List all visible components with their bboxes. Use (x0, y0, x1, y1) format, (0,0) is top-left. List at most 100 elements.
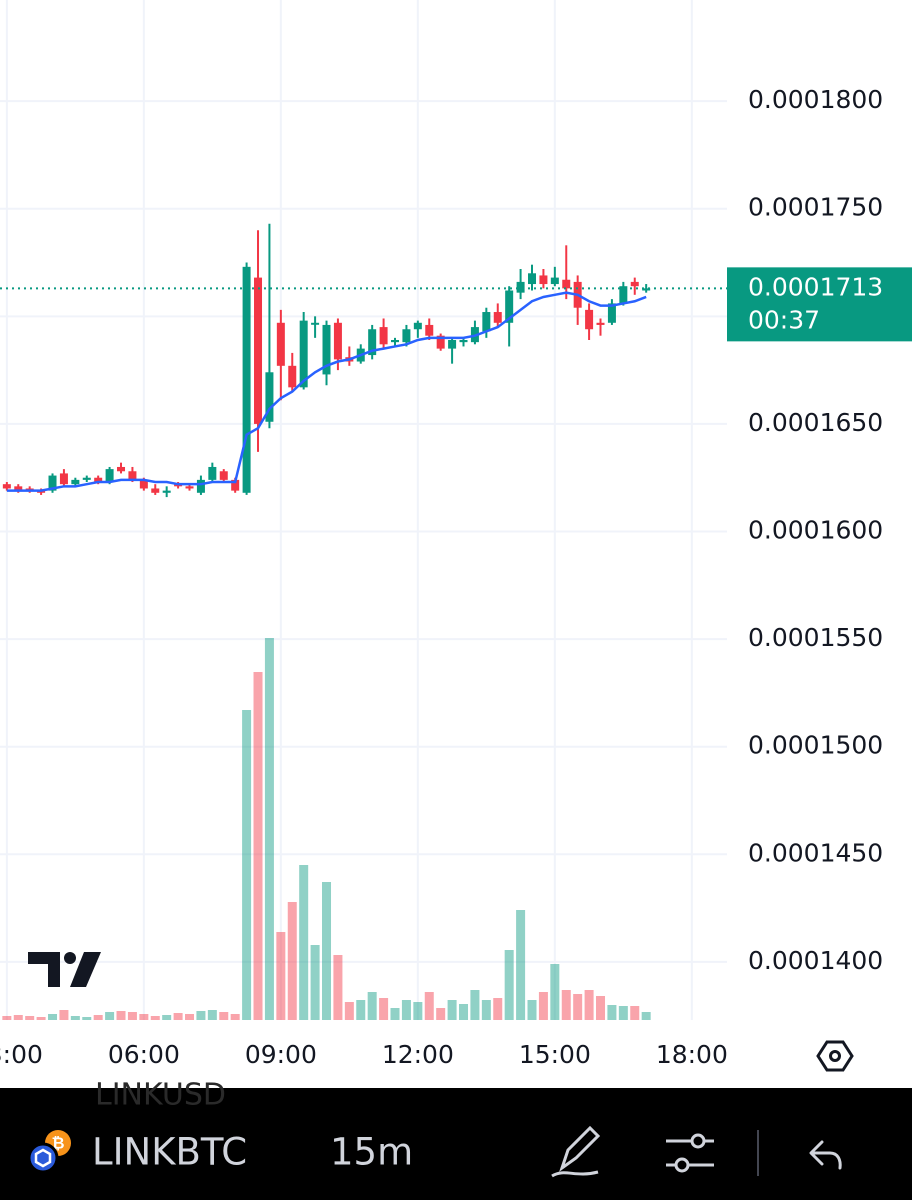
volume-bar (207, 1010, 217, 1020)
last-price-label: 0.0001713 (748, 272, 883, 301)
candle-body (585, 309, 594, 330)
x-tick-label: 15:00 (519, 1040, 591, 1069)
candle-body (505, 290, 514, 323)
volume-bar (561, 990, 571, 1020)
volume-bar (242, 710, 252, 1020)
candle-body (413, 322, 422, 330)
y-tick-label: 0.0001450 (748, 838, 883, 867)
candle-body (482, 312, 491, 332)
candle-body (562, 279, 571, 289)
volume-bar (310, 945, 320, 1020)
chart-background (0, 0, 912, 1088)
candle-body (493, 312, 502, 323)
candle-body (82, 477, 91, 480)
volume-bar (618, 1006, 628, 1020)
volume-bar (105, 1012, 115, 1020)
candle-body (550, 277, 559, 285)
symbol-icon: ₿ (27, 1130, 71, 1174)
settings-hexagon[interactable] (816, 1040, 854, 1072)
volume-bar (344, 1002, 354, 1020)
moving-average (6, 291, 647, 492)
volume-bar (287, 902, 297, 1020)
last-price-box (727, 267, 912, 342)
volume-bar (527, 1000, 537, 1020)
volume-bar (276, 932, 286, 1020)
volume-bar (470, 990, 480, 1020)
volume-bar (70, 1016, 80, 1020)
volume-bar (584, 990, 594, 1020)
volume-bar (379, 998, 389, 1020)
volume-bar (150, 1016, 160, 1020)
candle-body (2, 484, 11, 489)
candle-body (322, 324, 331, 375)
volume-bar (630, 1006, 640, 1020)
volume-bar (59, 1010, 69, 1020)
candle-body (254, 277, 263, 424)
candle-body (162, 490, 171, 493)
volume-bar (116, 1011, 126, 1020)
candle-body (71, 479, 80, 485)
volume-bar (230, 1014, 240, 1020)
volume-bar (413, 1002, 423, 1020)
candle-body (391, 340, 400, 343)
volume-bar (93, 1015, 103, 1020)
interval[interactable]: 15m (330, 1131, 413, 1174)
candle-body (642, 288, 651, 291)
candle-body (333, 322, 342, 360)
candle-body (242, 266, 251, 493)
volume-bar (607, 1005, 617, 1020)
volume-bar (550, 964, 560, 1020)
y-tick-label: 0.0001500 (748, 731, 883, 760)
candle-body (379, 327, 388, 345)
volume-bar (139, 1014, 149, 1020)
candle-body (208, 466, 217, 480)
volume-bar (641, 1012, 651, 1020)
volume-bar (162, 1015, 172, 1020)
volume-bar (219, 1012, 229, 1020)
volume-bar (25, 1016, 35, 1020)
volume-bar (36, 1017, 46, 1020)
undo-icon[interactable] (809, 1140, 842, 1170)
volume-pane (2, 638, 651, 1020)
volume-bar (322, 882, 332, 1020)
candle-body (94, 477, 103, 483)
volume-bar (493, 998, 503, 1020)
y-tick-label: 0.0001800 (748, 85, 883, 114)
candle-body (630, 281, 639, 287)
candle-body (448, 340, 457, 349)
countdown: 00:37 (748, 305, 820, 334)
candle-body (128, 471, 137, 480)
candle-body (528, 273, 537, 285)
candle-body (311, 322, 320, 325)
volume-bar (127, 1012, 137, 1020)
candle-body (265, 372, 274, 422)
volume-bar (48, 1014, 58, 1020)
volume-bar (333, 955, 343, 1020)
symbol[interactable]: LINKBTC (92, 1131, 247, 1174)
candle-body (368, 329, 377, 356)
indicators-icon[interactable] (666, 1133, 714, 1173)
volume-bar (504, 950, 514, 1020)
volume-bar (356, 1000, 366, 1020)
draw-tool-icon[interactable] (551, 1125, 601, 1178)
time-axis: 03:00 06:00 09:00 12:00 15:00 18:00 (0, 1040, 727, 1069)
candle-body (117, 466, 126, 472)
candle-body (596, 322, 605, 325)
y-tick-label: 0.0001400 (748, 946, 883, 975)
volume-bar (185, 1014, 195, 1020)
volume-bar (481, 1000, 491, 1020)
volume-bar (299, 865, 309, 1020)
candle-body (516, 281, 525, 293)
toolbar-background (0, 1088, 912, 1200)
candle-body (619, 286, 628, 304)
candle-body (14, 486, 23, 491)
candle-body (299, 320, 308, 388)
volume-bar (264, 638, 274, 1020)
volume-bar (401, 1000, 411, 1020)
candle-body (436, 335, 445, 349)
x-tick-label: 03:00 (0, 1040, 43, 1069)
grid (0, 0, 727, 1020)
candle-body (276, 322, 285, 366)
y-tick-label: 0.0001550 (748, 623, 883, 652)
